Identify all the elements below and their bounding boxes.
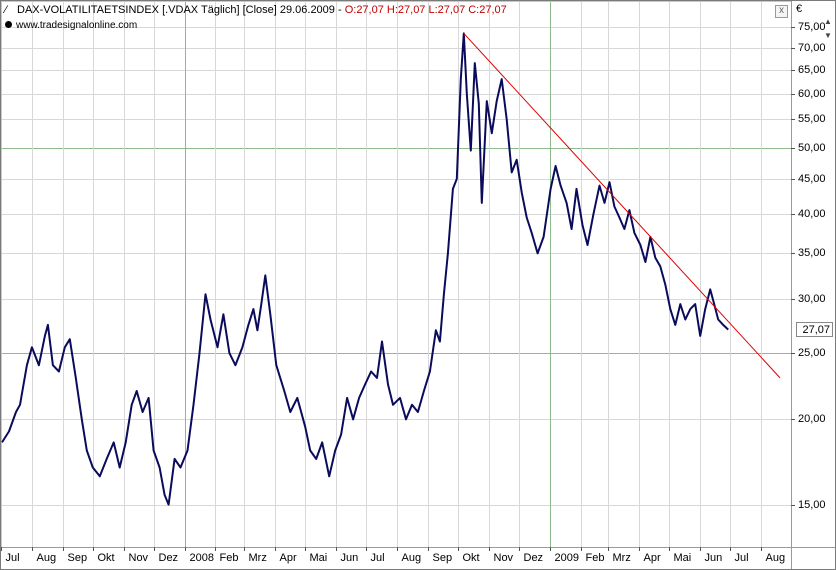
y-tick-label: 30,00 — [798, 292, 826, 305]
x-tick-label: 2009 — [554, 552, 579, 564]
x-tick-label: Nov — [128, 552, 149, 564]
x-tick-label: Feb — [219, 552, 239, 564]
y-tick-label: 70,00 — [798, 41, 826, 54]
x-tick-label: Mai — [673, 552, 692, 564]
y-tick-label: 35,00 — [798, 246, 826, 259]
source-line: www.tradesignalonline.com — [5, 20, 137, 31]
x-tick-label: Jul — [370, 552, 385, 564]
x-tick-label: Aug — [401, 552, 422, 564]
x-tick-label: Jul — [5, 552, 20, 564]
x-tick-label: Mrz — [612, 552, 631, 564]
x-tick-label: Sep — [67, 552, 88, 564]
source-link[interactable]: www.tradesignalonline.com — [16, 20, 138, 31]
x-tick-label: Okt — [97, 552, 115, 564]
y-tick-label: 65,00 — [798, 63, 826, 76]
x-tick-label: Dez — [523, 552, 544, 564]
price-series-line — [1, 32, 729, 506]
x-tick-label: Jun — [340, 552, 359, 564]
resistance-trendline — [463, 33, 781, 379]
scale-down-arrow-icon[interactable]: ▼ — [824, 31, 832, 40]
y-tick-label: 55,00 — [798, 112, 826, 125]
y-tick-label: 50,00 — [798, 141, 826, 154]
x-tick-label: Mai — [309, 552, 328, 564]
x-tick-label: Dez — [158, 552, 179, 564]
x-tick-label: Feb — [585, 552, 605, 564]
y-tick-label: 45,00 — [798, 172, 826, 185]
line-chart-icon: ∕ — [5, 4, 7, 16]
x-tick-label: Aug — [765, 552, 786, 564]
scale-up-arrow-icon[interactable]: ▲ — [824, 17, 832, 26]
x-tick-label: Aug — [36, 552, 57, 564]
x-tick-label: 2008 — [189, 552, 214, 564]
ohlc-values: O:27,07 H:27,07 L:27,07 C:27,07 — [344, 4, 507, 16]
x-tick-label: Jun — [704, 552, 723, 564]
y-tick-label: 15,00 — [798, 498, 826, 511]
y-tick-label: 20,00 — [798, 412, 826, 425]
x-tick-label: Apr — [279, 552, 297, 564]
y-tick-label: 60,00 — [798, 87, 826, 100]
x-tick-label: Okt — [462, 552, 480, 564]
bullet-icon — [5, 21, 12, 28]
series-layer — [1, 32, 781, 506]
y-tick-label: 75,00 — [798, 20, 826, 33]
x-tick-label: Jul — [734, 552, 749, 564]
currency-label: € — [796, 3, 803, 15]
x-tick-label: Mrz — [248, 552, 267, 564]
chart-header: ∕ DAX-VOLATILITAETSINDEX [.VDAX Täglich] … — [5, 4, 507, 16]
instrument-label: DAX-VOLATILITAETSINDEX [.VDAX Täglich] [… — [17, 4, 342, 16]
y-tick-label: 25,00 — [798, 346, 826, 359]
y-tick-label: 40,00 — [798, 207, 826, 220]
last-value-marker: 27,07 — [796, 321, 833, 337]
x-tick-label: Nov — [493, 552, 514, 564]
x-tick-label: Sep — [432, 552, 453, 564]
close-chart-button[interactable]: x — [775, 5, 788, 18]
x-tick-label: Apr — [643, 552, 661, 564]
